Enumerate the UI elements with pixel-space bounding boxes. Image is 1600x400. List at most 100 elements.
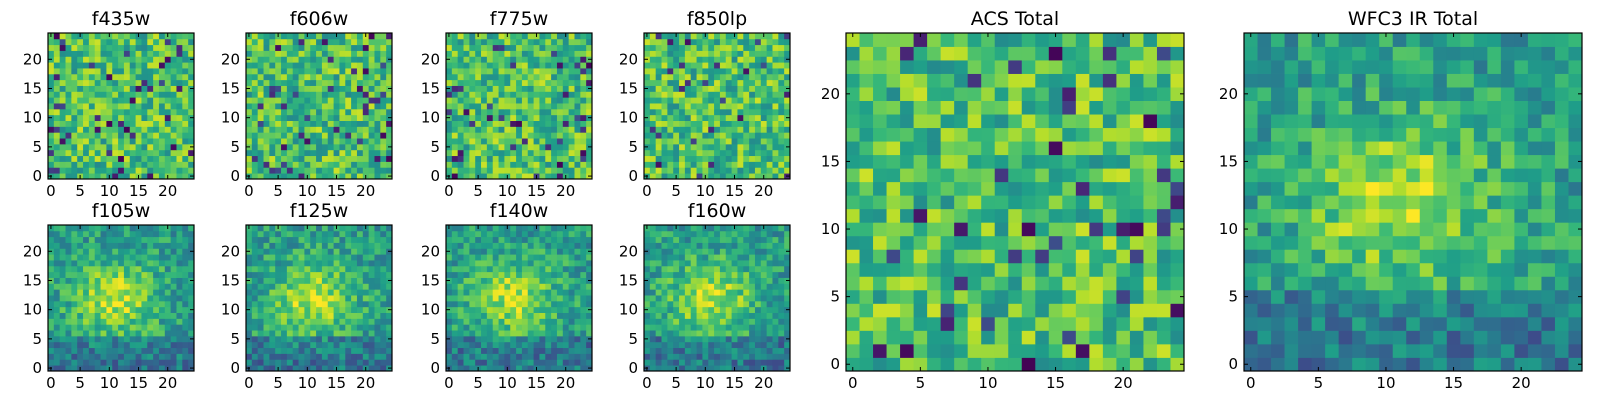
heatmap-cell xyxy=(556,173,564,180)
heatmap-cell xyxy=(766,126,773,133)
heatmap-cell xyxy=(481,91,488,98)
heatmap-cell xyxy=(533,103,540,110)
heatmap-cell xyxy=(510,359,517,366)
heatmap-cell xyxy=(737,330,744,337)
heatmap-cell xyxy=(316,50,323,57)
heatmap-cell xyxy=(304,68,311,75)
y-tick-label: 20 xyxy=(23,242,42,260)
heatmap-cell xyxy=(679,365,686,372)
heatmap-cell xyxy=(106,108,113,116)
heatmap-cell xyxy=(164,295,172,302)
heatmap-cell xyxy=(386,318,393,325)
heatmap-cell xyxy=(345,68,352,75)
heatmap-cell xyxy=(135,38,142,46)
heatmap-cell xyxy=(48,149,55,157)
heatmap-cell xyxy=(48,254,55,261)
heatmap-cell xyxy=(749,33,756,40)
heatmap-cell xyxy=(281,289,288,296)
heatmap-cell xyxy=(374,283,381,290)
heatmap-cell xyxy=(269,155,276,162)
heatmap-cell xyxy=(492,62,499,69)
heatmap-cell xyxy=(316,91,323,98)
heatmap-cell xyxy=(112,306,119,313)
heatmap-cell xyxy=(725,103,732,110)
heatmap-cell xyxy=(492,161,499,168)
heatmap-cell xyxy=(298,155,305,162)
heatmap-cell xyxy=(644,38,651,46)
heatmap-cell xyxy=(667,68,674,75)
heatmap-cell xyxy=(321,33,329,40)
x-tick-label: 10 xyxy=(498,374,517,392)
heatmap-cell xyxy=(778,155,785,162)
heatmap-cell xyxy=(53,62,61,69)
heatmap-cell xyxy=(316,300,323,308)
heatmap-cell xyxy=(345,73,352,81)
heatmap-cell xyxy=(135,265,142,273)
heatmap-cell xyxy=(725,56,732,63)
heatmap-cell xyxy=(486,167,494,174)
heatmap-cell xyxy=(766,91,773,98)
heatmap-cell xyxy=(100,103,107,110)
heatmap-cell xyxy=(53,289,61,296)
heatmap-cell xyxy=(498,73,505,81)
heatmap-cell xyxy=(333,230,340,238)
heatmap-cell xyxy=(53,242,61,249)
heatmap-cell xyxy=(684,347,692,354)
heatmap-cell xyxy=(292,330,299,337)
heatmap-cell xyxy=(545,353,552,360)
heatmap-cell xyxy=(586,167,593,174)
heatmap-cell xyxy=(94,260,101,267)
heatmap-cell xyxy=(158,138,166,145)
heatmap-cell xyxy=(153,138,160,145)
heatmap-cell xyxy=(263,50,270,57)
heatmap-cell xyxy=(48,283,55,290)
heatmap-cell xyxy=(556,79,564,86)
heatmap-cell xyxy=(568,271,575,278)
heatmap-cell xyxy=(368,300,375,308)
x-tick-label: 10 xyxy=(696,182,715,200)
heatmap-cell xyxy=(123,38,131,46)
heatmap-cell xyxy=(170,103,177,110)
heatmap-cell xyxy=(298,277,305,284)
heatmap-cell xyxy=(475,85,482,92)
heatmap-cell xyxy=(481,62,488,69)
heatmap-cell xyxy=(286,230,294,238)
heatmap-cell xyxy=(106,44,113,51)
heatmap-cell xyxy=(580,97,587,104)
heatmap-cell xyxy=(749,126,756,133)
heatmap-cell xyxy=(469,143,476,151)
heatmap-cell xyxy=(725,335,732,343)
heatmap-cell xyxy=(574,289,581,296)
heatmap-cell xyxy=(77,265,84,273)
heatmap-cell xyxy=(182,149,189,157)
heatmap-cell xyxy=(316,324,323,331)
heatmap-cell xyxy=(100,312,107,319)
heatmap-cell xyxy=(246,230,253,238)
heatmap-cell xyxy=(362,138,370,145)
heatmap-cell xyxy=(327,353,334,360)
heatmap-cell xyxy=(754,161,762,168)
heatmap-cell xyxy=(269,173,276,180)
heatmap-cell xyxy=(527,103,534,110)
heatmap-cell xyxy=(556,97,564,104)
heatmap-cell xyxy=(135,335,142,343)
heatmap-cell xyxy=(263,167,270,174)
heatmap-cell xyxy=(702,138,709,145)
heatmap-cell xyxy=(586,347,593,354)
heatmap-cell xyxy=(65,126,72,133)
heatmap-cell xyxy=(100,62,107,69)
heatmap-cell xyxy=(778,33,785,40)
heatmap-cell xyxy=(469,341,476,349)
heatmap-cell xyxy=(321,161,329,168)
heatmap-cell xyxy=(667,33,674,40)
heatmap-cell xyxy=(176,108,183,116)
heatmap-cell xyxy=(492,324,499,331)
heatmap-cell xyxy=(725,143,732,151)
heatmap-cell xyxy=(644,167,651,174)
heatmap-cell xyxy=(568,108,575,116)
heatmap-cell xyxy=(527,306,534,313)
heatmap-cell xyxy=(580,62,587,69)
heatmap-cell xyxy=(257,365,264,372)
heatmap-cell xyxy=(269,318,276,325)
heatmap-cell xyxy=(164,353,172,360)
